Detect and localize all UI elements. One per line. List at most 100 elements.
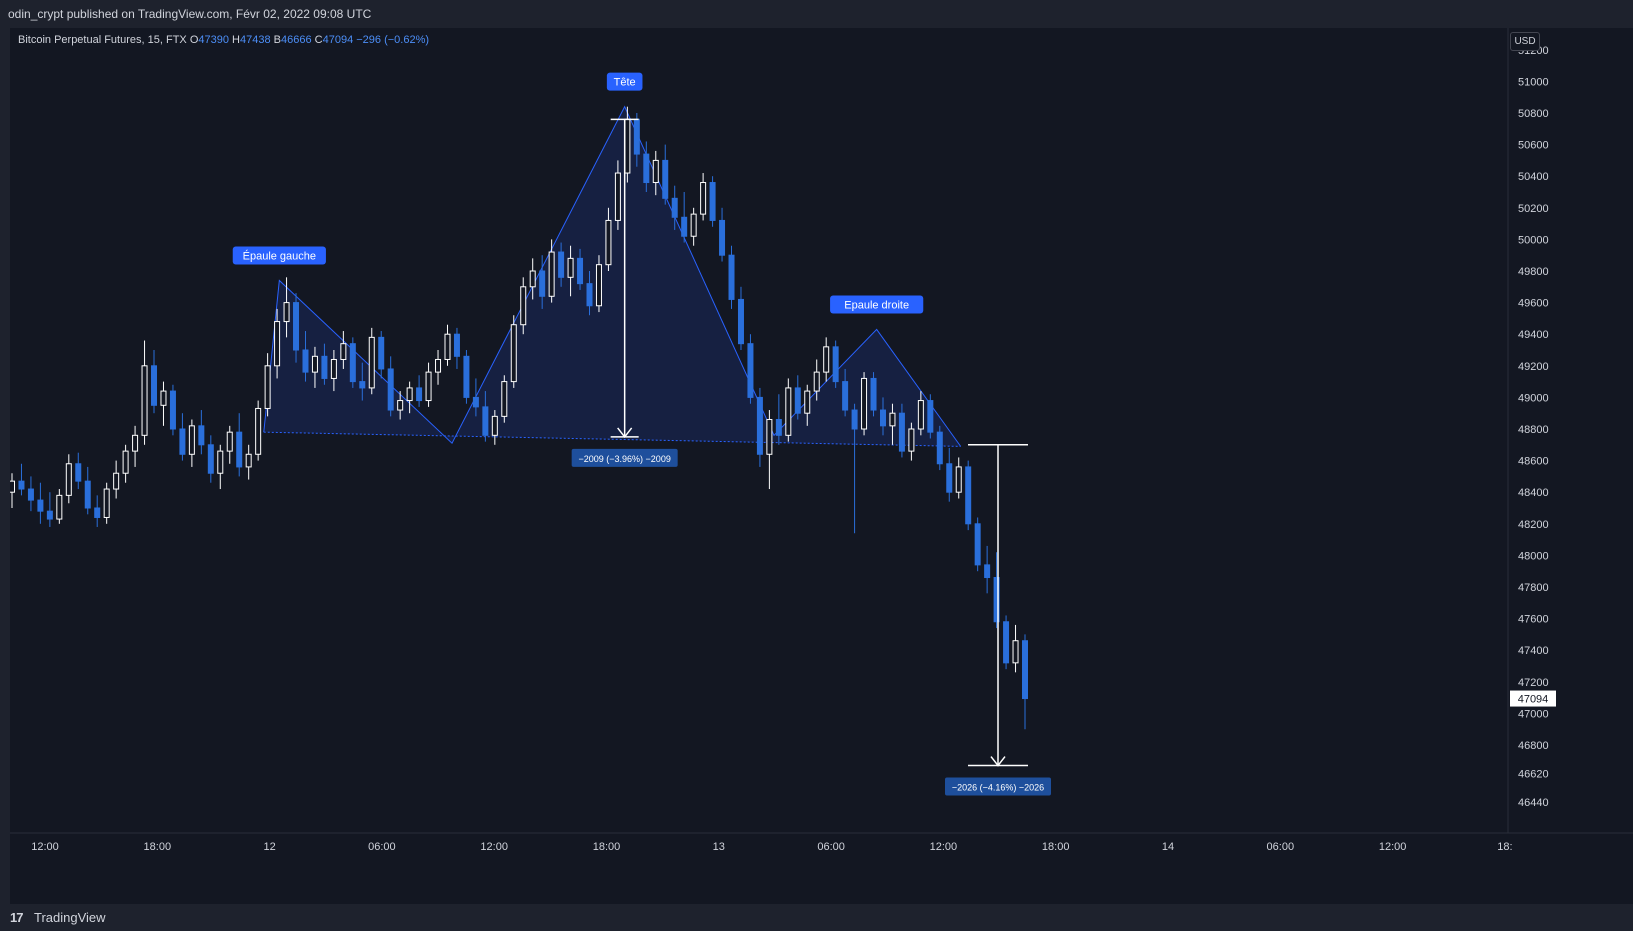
candle-body (397, 400, 404, 411)
candle-body (974, 523, 981, 566)
candle-body (65, 463, 72, 496)
candle-body (236, 431, 243, 468)
pattern-label-box[interactable] (830, 295, 924, 314)
current-price-label: 47094 (1518, 694, 1549, 706)
legend-close-label: C (314, 34, 323, 46)
tradingview-logo-icon[interactable]: 17 (10, 910, 24, 925)
candle-body (936, 431, 943, 465)
price-tick-label: 50200 (1518, 203, 1549, 215)
candle-body (151, 365, 158, 406)
candle-body (614, 172, 621, 221)
candle-body (794, 387, 801, 414)
legend-symbol: Bitcoin Perpetual Futures, 15, FTX (18, 34, 187, 46)
time-tick-label: 18:00 (1042, 841, 1070, 853)
measure-label: −2009 (−3.96%) −2009 (579, 454, 671, 464)
candle-body (340, 343, 347, 360)
candle-body (18, 480, 25, 490)
candle-body (633, 118, 640, 155)
candle-body (1012, 640, 1019, 664)
price-tick-label: 49000 (1518, 392, 1549, 404)
candle-body (747, 343, 754, 398)
candle-body (595, 264, 602, 307)
candle-body (368, 336, 375, 389)
candle-body (520, 286, 527, 326)
candle-body (690, 213, 697, 237)
candle-body (1003, 621, 1010, 664)
candle-body (482, 406, 489, 436)
candle-body (965, 466, 972, 525)
price-tick-label: 46620 (1518, 768, 1549, 780)
price-tick-label: 46800 (1518, 740, 1549, 752)
candle-body (993, 577, 1000, 623)
candle-body (539, 270, 546, 297)
candle-body (169, 390, 176, 430)
candle-body (349, 343, 356, 383)
measure-label-box[interactable] (945, 777, 1051, 796)
time-tick-label: 12:00 (31, 841, 59, 853)
time-tick-label: 13 (713, 841, 725, 853)
price-tick-label: 49800 (1518, 266, 1549, 278)
price-tick-label: 47600 (1518, 614, 1549, 626)
time-tick-label: 06:00 (817, 841, 845, 853)
price-tick-label: 50800 (1518, 108, 1549, 120)
candle-body (198, 425, 205, 446)
currency-button[interactable]: USD (1510, 32, 1540, 51)
price-tick-label: 47800 (1518, 582, 1549, 594)
candle-body (425, 371, 432, 402)
candle-body (46, 510, 53, 520)
candle-body (491, 415, 498, 436)
pattern-label-box[interactable] (232, 246, 326, 265)
candle-body (207, 444, 214, 474)
time-axis-background[interactable] (10, 833, 1633, 904)
pattern-label: Epaule droite (844, 299, 909, 311)
legend-change: −296 (−0.62%) (356, 34, 430, 46)
candle-body (463, 355, 470, 398)
published-text: odin_crypt published on TradingView.com,… (8, 7, 372, 21)
price-tick-label: 47400 (1518, 645, 1549, 657)
candle-body (643, 153, 650, 184)
price-tick-label: 47000 (1518, 708, 1549, 720)
chart-svg[interactable]: 46440 46620 46800 47000 47200 47400 47600 47800… (10, 28, 1633, 904)
published-header: odin_crypt published on TradingView.com,… (0, 0, 1633, 28)
candle-body (529, 270, 536, 288)
candle-body (851, 409, 858, 430)
candle-body (245, 453, 252, 468)
price-tick-label: 48200 (1518, 519, 1549, 531)
candle-body (756, 396, 763, 455)
candle-body (122, 450, 129, 474)
candle-body (681, 216, 688, 237)
candle-body (132, 434, 139, 452)
price-tick-label: 49200 (1518, 361, 1549, 373)
candle-body (870, 377, 877, 411)
tradingview-brand[interactable]: TradingView (34, 910, 106, 925)
candle-body (548, 251, 555, 297)
current-price-tag[interactable] (1510, 690, 1556, 707)
legend-low-value: 46666 (280, 34, 312, 46)
time-tick-label: 12:00 (930, 841, 958, 853)
legend-open-label: O (189, 34, 199, 46)
pattern-label: Épaule gauche (243, 249, 316, 262)
candle-body (804, 390, 811, 414)
legend-open-value: 47390 (198, 34, 229, 46)
price-tick-label: 50600 (1518, 140, 1549, 152)
candle-body (813, 371, 820, 392)
time-tick-label: 18: (1497, 841, 1512, 853)
candle-body (700, 182, 707, 215)
chart-area[interactable]: 46440 46620 46800 47000 47200 47400 47600 47800… (10, 28, 1633, 904)
neckline[interactable] (263, 431, 961, 447)
candle-body (917, 400, 924, 430)
pattern-fill (263, 106, 961, 447)
head-shoulders-line[interactable] (263, 105, 962, 447)
time-tick-label: 18:00 (593, 841, 621, 853)
candle-body (510, 324, 517, 383)
candle-body (311, 355, 318, 373)
pattern-label-box[interactable] (606, 72, 643, 91)
candle-body (709, 182, 716, 221)
price-tick-label: 47200 (1518, 677, 1549, 689)
time-tick-label: 12:00 (480, 841, 508, 853)
candle-body (302, 349, 309, 373)
candle-body (567, 257, 574, 278)
measure-label-box[interactable] (571, 448, 678, 467)
candle-body (898, 412, 905, 452)
candle-body (861, 377, 868, 430)
